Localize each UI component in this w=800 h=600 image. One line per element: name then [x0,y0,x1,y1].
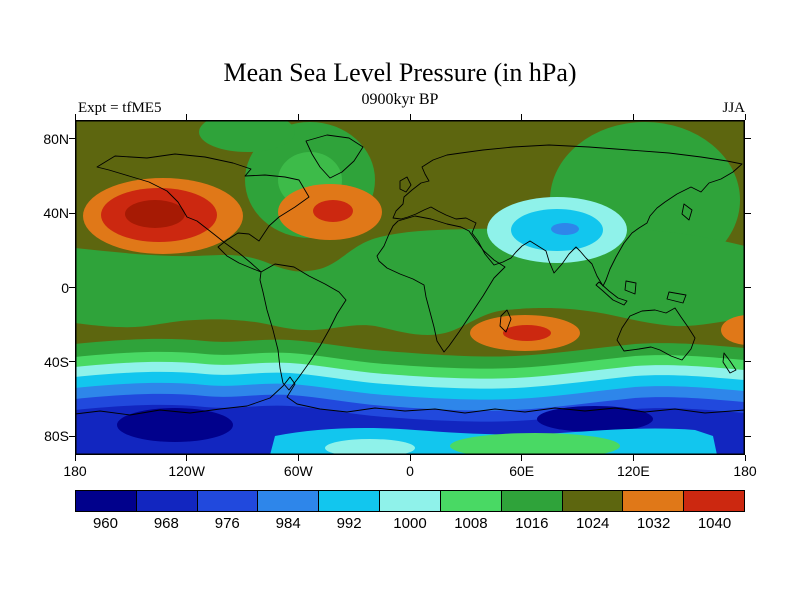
lon-tick-label: 180 [63,463,87,479]
colorbar-cell [623,491,685,511]
tick-mark [69,138,75,140]
colorbar-cell [380,491,441,511]
colorbar-tick-label: 1032 [636,515,671,532]
tick-mark [297,455,299,461]
tick-mark [74,455,76,461]
tick-mark [745,361,751,363]
high-pressure-cells [83,178,745,351]
lon-tick-label: 0 [406,463,414,479]
tick-mark [186,455,188,461]
colorbar-tick-label: 1000 [393,515,427,532]
tick-mark [409,455,411,461]
tibetan-low-cell [487,197,627,263]
colorbar-band [75,490,745,512]
colorbar-cell [684,491,744,511]
colorbar-labels: 960 968 976 984 992 1000 1008 1016 1024 1032 1040 [75,515,745,532]
colorbar-tick-label: 984 [275,515,301,532]
colorbar-tick-label: 1024 [576,515,610,532]
tick-mark [521,455,523,461]
season-label: JJA [722,100,745,116]
experiment-label: Expt = tfME5 [78,100,162,116]
plot-subtitle: 0900kyr BP [361,91,439,108]
tick-mark [69,287,75,288]
tick-mark [521,114,523,120]
lat-tick-label: 40S [44,353,69,370]
lat-tick-label: 0 [61,279,69,296]
tick-mark [74,114,76,120]
colorbar-tick-label: 1016 [515,515,549,532]
plot-title: Mean Sea Level Pressure (in hPa) [223,58,577,87]
tick-mark [745,212,751,214]
colorbar-cell [319,491,381,511]
colorbar-cell [440,491,502,511]
colorbar-tick-label: 992 [336,515,362,532]
tick-mark [69,435,75,437]
lat-tick-label: 80N [43,130,69,147]
colorbar-tick-label: 1008 [454,515,488,532]
colorbar-tick-label: 976 [214,515,240,532]
colorbar-cell [136,491,198,511]
lon-tick-label: 60E [509,463,535,479]
colorbar-cell [258,491,320,511]
colorbar-cell [76,491,137,511]
tick-mark [744,114,746,120]
tick-mark [632,455,634,461]
colorbar-tick-label: 1040 [697,515,732,532]
lon-tick-label: 120E [616,463,650,479]
lon-tick-label: 180 [733,463,757,479]
lat-tick-label: 40N [43,205,69,222]
tick-mark [745,138,751,140]
tick-mark [186,114,188,120]
tick-mark [69,212,75,214]
tick-mark [632,114,634,120]
tick-mark [297,114,299,120]
tick-mark [69,361,75,363]
lon-tick-label: 60W [283,463,313,479]
colorbar-tick-label: 968 [153,515,179,532]
coastlines-layer [75,134,745,416]
lat-tick-label: 80S [44,428,69,445]
lon-tick-label: 120W [168,463,205,479]
tick-mark [745,435,751,437]
colorbar-cell [197,491,259,511]
pressure-fill-layer [75,120,745,455]
tick-mark [745,287,751,288]
tick-mark [409,114,411,120]
map-frame [75,120,745,455]
colorbar-cell [562,491,624,511]
pressure-field-map [75,120,745,455]
colorbar-tick-label: 960 [92,515,118,532]
tick-mark [744,455,746,461]
colorbar-cell [501,491,563,511]
